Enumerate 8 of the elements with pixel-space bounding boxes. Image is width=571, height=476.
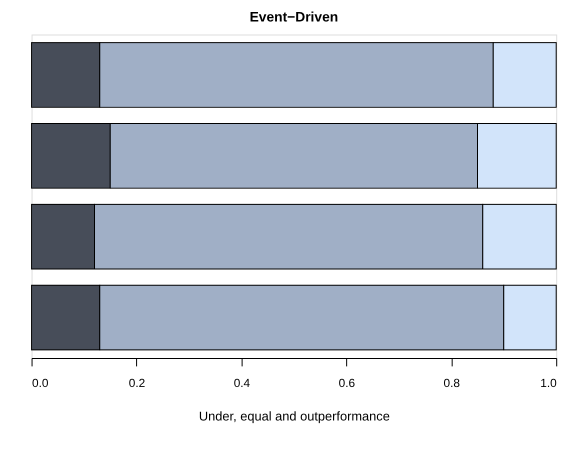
x-tick-label: 0.6 — [338, 376, 356, 390]
x-tick-label: 0.4 — [234, 376, 251, 390]
chart-title: Event−Driven — [250, 10, 338, 25]
x-tick-label: 0.0 — [32, 376, 49, 390]
x-tick-label: 0.8 — [444, 376, 460, 390]
x-tick-label: 1.0 — [540, 376, 558, 390]
x-axis-title: Under, equal and outperformance — [198, 408, 390, 424]
x-tick-label: 0.2 — [128, 376, 146, 390]
